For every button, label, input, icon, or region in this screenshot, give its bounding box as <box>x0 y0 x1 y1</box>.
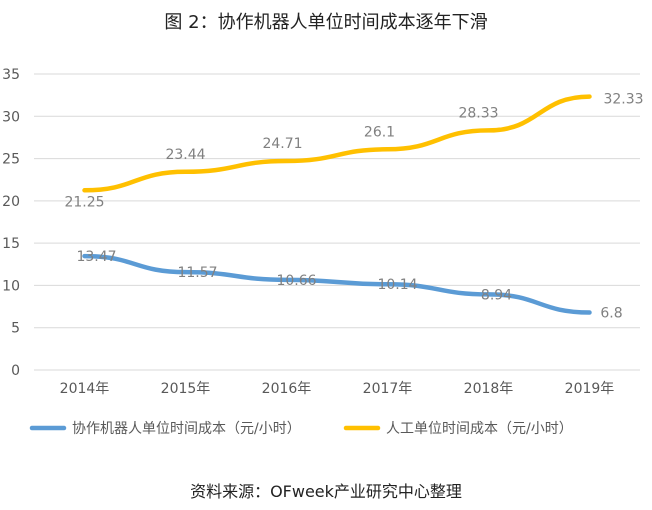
data-label: 10.66 <box>276 273 316 289</box>
labor-cost-line <box>82 94 592 193</box>
line-chart: 0 5 10 15 20 25 30 35 2014年 2015年 2016年 2017年 2018年… <box>2 67 643 437</box>
y-tick-label: 30 <box>2 109 20 125</box>
y-tick-label: 0 <box>11 363 20 379</box>
y-tick-label: 35 <box>2 67 20 83</box>
series-lines <box>82 94 592 315</box>
data-label: 24.71 <box>262 136 302 152</box>
data-label: 10.14 <box>377 277 417 293</box>
x-tick-label: 2017年 <box>363 381 413 397</box>
data-label: 8.94 <box>481 287 512 303</box>
legend-label: 协作机器人单位时间成本（元/小时） <box>72 421 301 437</box>
data-labels: 13.47 11.57 10.66 10.14 8.94 6.8 21.25 23.44 24.… <box>64 92 643 322</box>
data-label: 13.47 <box>76 249 116 265</box>
data-label: 32.33 <box>603 92 643 108</box>
data-label: 23.44 <box>165 147 205 163</box>
cobot-cost-line <box>82 253 592 315</box>
y-tick-label: 15 <box>2 236 20 252</box>
y-tick-label: 10 <box>2 278 20 294</box>
x-tick-label: 2015年 <box>161 381 211 397</box>
x-tick-label: 2019年 <box>565 381 615 397</box>
x-tick-label: 2014年 <box>60 381 110 397</box>
chart-title: 图 2：协作机器人单位时间成本逐年下滑 <box>164 12 488 33</box>
source-note: 资料来源：OFweek产业研究中心整理 <box>190 482 462 501</box>
legend-label: 人工单位时间成本（元/小时） <box>386 421 573 437</box>
y-tick-label: 20 <box>2 194 20 210</box>
data-label: 6.8 <box>600 305 622 321</box>
x-axis-ticks: 2014年 2015年 2016年 2017年 2018年 2019年 <box>60 381 615 397</box>
x-tick-label: 2016年 <box>262 381 312 397</box>
y-axis-ticks: 0 5 10 15 20 25 30 35 <box>2 67 20 379</box>
data-label: 26.1 <box>364 124 395 140</box>
y-tick-label: 25 <box>2 152 20 168</box>
data-label: 21.25 <box>64 194 104 210</box>
data-label: 28.33 <box>458 105 498 121</box>
data-label: 11.57 <box>177 265 217 281</box>
legend: 协作机器人单位时间成本（元/小时） 人工单位时间成本（元/小时） <box>29 421 573 437</box>
gridlines <box>34 73 640 371</box>
y-tick-label: 5 <box>11 321 20 337</box>
x-tick-label: 2018年 <box>464 381 514 397</box>
